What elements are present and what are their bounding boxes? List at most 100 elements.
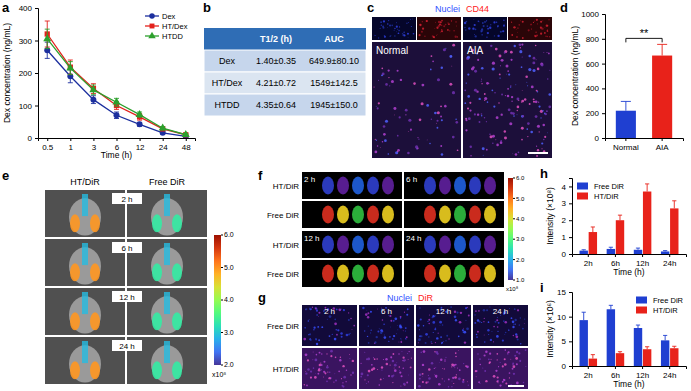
- texture: [309, 308, 311, 310]
- texture: [352, 372, 354, 374]
- texture: [503, 23, 505, 25]
- texture: [493, 21, 495, 23]
- texture: [469, 102, 471, 104]
- texture: [312, 306, 313, 307]
- texture: [510, 85, 512, 87]
- texture: [466, 118, 468, 120]
- texture: [462, 327, 464, 329]
- texture: [458, 377, 461, 380]
- row-label: 12 h: [119, 293, 135, 302]
- x-tick: 2h: [584, 366, 593, 380]
- image-tile: [417, 17, 461, 40]
- texture: [460, 312, 462, 314]
- texture: [321, 364, 323, 366]
- image-content: [382, 177, 394, 195]
- texture: [465, 319, 467, 321]
- texture: [423, 325, 425, 327]
- texture: [442, 324, 444, 326]
- texture: [431, 362, 433, 364]
- texture: [422, 364, 424, 366]
- texture: [434, 28, 436, 30]
- texture: [505, 332, 507, 334]
- texture: [312, 351, 314, 353]
- texture: [379, 146, 381, 148]
- texture: [397, 135, 399, 137]
- texture: [420, 318, 422, 320]
- texture: [533, 69, 536, 72]
- texture: [405, 331, 406, 332]
- texture: [489, 27, 491, 29]
- series-line: [47, 34, 186, 135]
- texture: [479, 383, 480, 384]
- image-content: [82, 292, 88, 314]
- x-tick: 6h: [611, 366, 620, 380]
- image-content: [70, 361, 80, 379]
- y-tick-mark: [569, 292, 572, 293]
- y-tick-label: 600: [586, 60, 600, 69]
- image-tile: [372, 42, 461, 158]
- texture: [455, 356, 457, 358]
- texture: [428, 368, 431, 371]
- texture: [521, 90, 523, 92]
- texture: [540, 117, 541, 118]
- texture: [464, 22, 466, 24]
- texture: [517, 110, 518, 111]
- y-tick-label: 400: [586, 84, 600, 93]
- texture: [422, 373, 424, 375]
- image-content: [367, 177, 379, 195]
- texture: [389, 336, 391, 338]
- texture: [540, 21, 542, 23]
- texture: [376, 358, 377, 359]
- texture: [339, 359, 341, 361]
- texture: [511, 96, 513, 98]
- image-tile: [508, 17, 552, 40]
- texture: [378, 102, 380, 104]
- error-bar: [636, 325, 640, 328]
- texture: [549, 36, 551, 38]
- texture: [392, 382, 393, 383]
- texture: [490, 339, 492, 341]
- y-tick-mark: [35, 8, 38, 9]
- texture: [446, 335, 448, 337]
- x-tick-mark: [642, 366, 643, 369]
- image-content: [152, 312, 162, 330]
- channel-label: DiR: [418, 293, 433, 303]
- texture: [535, 35, 537, 37]
- texture: [503, 25, 505, 27]
- texture: [444, 380, 445, 381]
- texture: [391, 25, 393, 27]
- texture: [474, 24, 476, 26]
- table-cell: 1945±150.0: [310, 100, 357, 110]
- texture: [521, 115, 524, 118]
- row-label: 6 h: [121, 244, 132, 253]
- error-bar: [582, 312, 586, 320]
- texture: [316, 314, 317, 315]
- texture: [497, 26, 498, 27]
- image-tile: [473, 305, 528, 346]
- texture: [417, 137, 418, 138]
- y-tick-mark: [602, 14, 605, 15]
- bar: [580, 320, 588, 366]
- texture: [342, 365, 344, 367]
- texture: [371, 364, 373, 366]
- texture: [513, 26, 515, 28]
- y-tick-mark: [569, 341, 572, 342]
- texture: [370, 332, 371, 333]
- table-cell: 4.35±0.64: [256, 100, 296, 110]
- chart-panel: h012342h6h12h24hFree DiRHT/DiRTime (h)In…: [540, 166, 687, 277]
- texture: [495, 370, 497, 372]
- y-tick-mark: [602, 64, 605, 65]
- colorbar-tick: [221, 365, 223, 366]
- texture: [515, 323, 516, 324]
- texture: [463, 379, 465, 381]
- texture: [396, 324, 398, 326]
- x-tick-mark: [93, 138, 94, 141]
- texture: [441, 20, 443, 22]
- texture: [384, 36, 386, 38]
- texture: [477, 331, 479, 333]
- texture: [456, 25, 458, 27]
- data-point: [112, 98, 120, 105]
- image-content: [322, 206, 334, 224]
- image-content: [469, 177, 481, 195]
- texture: [457, 350, 459, 352]
